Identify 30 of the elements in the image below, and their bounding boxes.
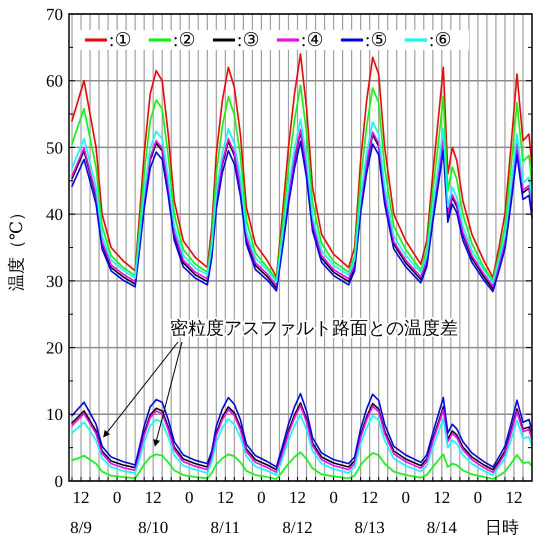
x-tick-label: 12 8/14 <box>426 488 458 535</box>
x-tick-label: 12 8/9 <box>70 488 92 535</box>
legend-label: :② <box>173 30 196 51</box>
x-tick-label: 0 <box>329 488 338 507</box>
x-tick-label: 12 8/10 <box>138 488 168 535</box>
legend-label: :① <box>109 30 132 51</box>
x-tick-label: 0 <box>401 488 410 507</box>
y-tick-label: 60 <box>46 72 63 91</box>
y-axis-title: 温度（℃） <box>7 204 26 292</box>
x-tick-label: 12 8/13 <box>354 488 385 535</box>
y-tick-label: 40 <box>46 205 63 224</box>
y-tick-label: 20 <box>46 338 63 358</box>
x-tick-label: 0 <box>112 488 122 507</box>
y-tick-label: 10 <box>46 405 63 424</box>
legend-label: :③ <box>237 30 260 51</box>
legend-label: :④ <box>301 30 324 51</box>
legend-label: :⑤ <box>365 30 388 51</box>
annotation: 密粒度アスファルト路面との温度差 <box>170 318 458 338</box>
y-tick-label: 70 <box>46 4 63 24</box>
x-tick-label: 0 <box>257 488 266 507</box>
x-tick-label: 12 <box>505 488 522 507</box>
x-tick-label: 0 <box>185 488 194 507</box>
y-tick-label: 50 <box>46 138 63 158</box>
x-tick-label: 0 <box>474 488 482 507</box>
x-axis-title: 日時 <box>485 518 519 535</box>
y-tick-label: 0 <box>54 472 63 491</box>
x-tick-label: 12 8/12 <box>282 488 313 535</box>
legend-label: :⑥ <box>429 30 452 51</box>
y-tick-label: 30 <box>46 272 63 291</box>
x-tick-label: 12 8/11 <box>210 488 240 535</box>
